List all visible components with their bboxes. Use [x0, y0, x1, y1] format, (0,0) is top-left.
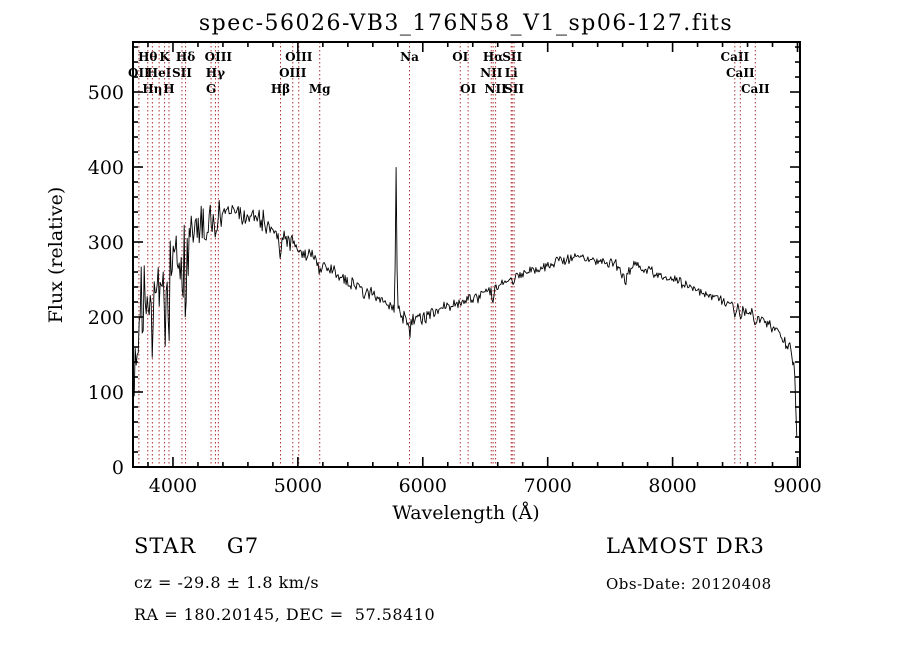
y-tick-label: 400 [88, 157, 124, 179]
spectral-line-label: Hδ [176, 50, 195, 64]
x-axis-label: Wavelength (Å) [392, 502, 539, 524]
spectral-line-label: NII [480, 66, 503, 80]
spectral-line-label: CaII [741, 82, 770, 96]
object-class-label: STAR G7 [134, 534, 260, 558]
spectral-line-label: OIII [205, 50, 233, 64]
spectrum-line [133, 167, 798, 437]
spectral-line-label: CaII [721, 50, 750, 64]
y-tick-label: 300 [88, 232, 124, 254]
spectral-line-label: H [163, 82, 174, 96]
y-tick-label: 0 [112, 457, 124, 479]
x-tick-label: 6000 [399, 475, 447, 497]
x-tick-label: 5000 [274, 475, 322, 497]
spectral-line-label: NII [485, 82, 508, 96]
survey-label: LAMOST DR3 [606, 534, 765, 558]
x-tick-label: 9000 [773, 475, 821, 497]
spectral-line-label: OIII [285, 50, 313, 64]
spectral-line-label: OIII [279, 66, 307, 80]
coordinates-value: RA = 180.20145, DEC = 57.58410 [134, 605, 436, 624]
spectral-line-label: SII [504, 82, 524, 96]
x-tick-label: 4000 [149, 475, 197, 497]
spectral-line-label: Hη [142, 82, 162, 96]
spectral-line-label: Hγ [206, 66, 225, 80]
y-tick-label: 100 [88, 382, 124, 404]
spectral-line-label: OI [452, 50, 468, 64]
spectral-line-label: Hθ [138, 50, 157, 64]
x-tick-label: 8000 [648, 475, 696, 497]
y-tick-label: 500 [88, 82, 124, 104]
spectral-line-label: SII [502, 50, 522, 64]
cz-value: cz = -29.8 ± 1.8 km/s [134, 573, 320, 592]
spectral-line-label: Na [400, 50, 419, 64]
spectral-line-label: K [159, 50, 170, 64]
y-axis-label: Flux (relative) [45, 187, 67, 324]
spectral-line-label: Hα [483, 50, 504, 64]
spectral-line-label: Li [505, 66, 518, 80]
spectral-line-label: OI [460, 82, 476, 96]
spectral-line-label: SII [172, 66, 192, 80]
spectral-line-label: HeI [147, 66, 172, 80]
plot-frame [132, 41, 801, 468]
spectral-line-label: CaII [726, 66, 755, 80]
axis-ticks: 4000 5000 6000 7000 8000 9000 0 100 200 300 400 500 [88, 42, 822, 497]
chart-title: spec-56026-VB3_176N58_V1_sp06-127.fits [199, 11, 733, 36]
spectral-line-label: G [206, 82, 216, 96]
spectral-line-label: Hβ [271, 82, 290, 96]
x-tick-label: 7000 [524, 475, 572, 497]
y-tick-label: 200 [88, 307, 124, 329]
spectral-line-label: Mg [309, 82, 331, 96]
obs-date-value: Obs-Date: 20120408 [606, 575, 772, 593]
